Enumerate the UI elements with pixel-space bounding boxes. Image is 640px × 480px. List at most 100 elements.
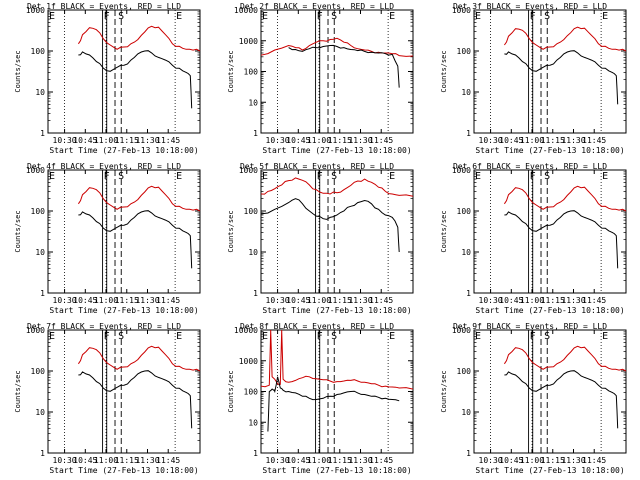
chart-title: Det 5f BLACK = Events, RED = LLD	[240, 162, 394, 171]
y-tick-label: 100	[457, 207, 472, 216]
marker-label: E	[389, 11, 395, 22]
marker-label: E	[176, 171, 182, 182]
x-tick-label: 11:45	[369, 136, 393, 145]
x-tick-label: 11:15	[541, 296, 565, 305]
lld-series-line	[260, 329, 414, 390]
marker-label: S	[544, 171, 550, 182]
marker-label: E	[389, 171, 395, 182]
x-axis-label: Start Time (27-Feb-13 10:18:00)	[475, 146, 624, 155]
lld-series-line	[77, 345, 201, 372]
x-tick-label: 11:00	[520, 136, 544, 145]
x-tick-label: 11:00	[94, 296, 118, 305]
x-tick-label: 10:30	[479, 296, 503, 305]
x-tick-label: 10:45	[286, 296, 310, 305]
x-axis-label: Start Time (27-Feb-13 10:18:00)	[262, 466, 411, 475]
y-tick-label: 1	[253, 289, 258, 298]
x-tick-label: 10:45	[286, 456, 310, 465]
x-tick-label: 10:45	[73, 136, 97, 145]
chart-title: Det 2f BLACK = Events, RED = LLD	[240, 2, 394, 11]
marker-label: F	[530, 331, 536, 342]
marker-label: E	[262, 171, 268, 182]
y-tick-label: 1	[253, 129, 258, 138]
lld-series-line	[77, 25, 201, 52]
x-tick-label: 10:30	[479, 136, 503, 145]
x-tick-label: 11:00	[520, 296, 544, 305]
x-tick-label: 10:30	[266, 456, 290, 465]
plot-frame	[47, 329, 201, 454]
marker-label: F	[104, 331, 110, 342]
marker-label: S	[118, 171, 124, 182]
plot-frame	[47, 9, 201, 134]
lld-series-line	[503, 345, 627, 372]
y-tick-label: 10000	[234, 6, 258, 15]
x-tick-label: 11:30	[348, 456, 372, 465]
marker-label: E	[262, 331, 268, 342]
y-tick-label: 1	[40, 129, 45, 138]
y-axis-label: Counts/sec	[14, 50, 22, 92]
x-tick-label: 11:15	[541, 136, 565, 145]
x-tick-label: 10:30	[53, 136, 77, 145]
x-tick-label: 11:15	[541, 456, 565, 465]
y-tick-label: 10	[248, 248, 258, 257]
chart-title: Det 6f BLACK = Events, RED = LLD	[453, 162, 607, 171]
lld-series-line	[260, 37, 414, 57]
y-tick-label: 1000	[26, 166, 45, 175]
marker-label: S	[331, 171, 337, 182]
x-axis-label: Start Time (27-Feb-13 10:18:00)	[49, 306, 198, 315]
x-tick-label: 11:45	[369, 296, 393, 305]
lld-series-line	[503, 26, 627, 52]
marker-label: E	[602, 171, 608, 182]
y-tick-label: 100	[457, 47, 472, 56]
marker-label: F	[530, 11, 536, 22]
marker-label: S	[118, 11, 124, 22]
y-tick-label: 10	[35, 88, 45, 97]
marker-label: S	[331, 11, 337, 22]
events-series-line	[267, 376, 400, 432]
x-tick-label: 10:45	[499, 296, 523, 305]
events-series-line	[78, 370, 193, 429]
x-tick-label: 10:45	[73, 456, 97, 465]
x-tick-label: 11:45	[582, 296, 606, 305]
chart-title: Det 3f BLACK = Events, RED = LLD	[453, 2, 607, 11]
y-tick-label: 1	[466, 449, 471, 458]
x-tick-label: 11:15	[115, 296, 139, 305]
events-series-line	[288, 44, 400, 88]
x-tick-label: 10:30	[479, 456, 503, 465]
y-tick-label: 1000	[452, 326, 471, 335]
y-tick-label: 100	[31, 207, 46, 216]
x-tick-label: 11:15	[328, 456, 352, 465]
y-tick-label: 1	[253, 449, 258, 458]
y-tick-label: 1000	[239, 37, 258, 46]
x-tick-label: 11:15	[328, 136, 352, 145]
y-axis-label: Counts/sec	[14, 210, 22, 252]
y-tick-label: 10	[461, 408, 471, 417]
x-tick-label: 10:45	[73, 296, 97, 305]
y-tick-label: 1	[466, 289, 471, 298]
y-tick-label: 100	[244, 207, 259, 216]
x-tick-label: 11:15	[328, 296, 352, 305]
x-tick-label: 10:45	[499, 456, 523, 465]
y-tick-label: 1000	[452, 166, 471, 175]
x-tick-label: 11:30	[348, 296, 372, 305]
y-tick-label: 10	[35, 248, 45, 257]
x-axis-label: Start Time (27-Feb-13 10:18:00)	[49, 146, 198, 155]
marker-label: F	[317, 11, 323, 22]
marker-label: E	[602, 331, 608, 342]
x-tick-label: 10:30	[53, 456, 77, 465]
y-tick-label: 1000	[452, 6, 471, 15]
lld-series-line	[260, 177, 414, 197]
chart-title: Det 7f BLACK = Events, RED = LLD	[27, 322, 181, 331]
x-tick-label: 10:45	[499, 136, 523, 145]
events-series-line	[504, 50, 619, 105]
marker-label: S	[544, 331, 550, 342]
x-tick-label: 11:30	[561, 456, 585, 465]
x-tick-label: 10:45	[286, 136, 310, 145]
chart-title: Det 1f BLACK = Events, RED = LLD	[27, 2, 181, 11]
